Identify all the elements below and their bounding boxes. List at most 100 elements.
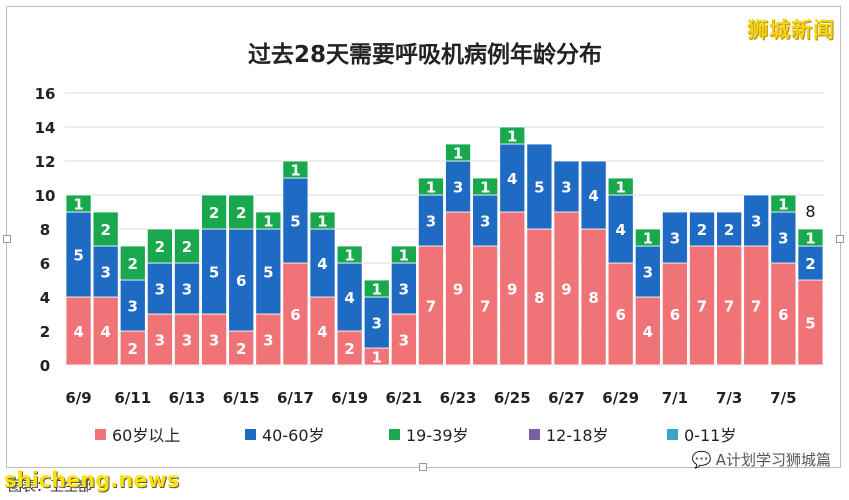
bar-segment — [363, 279, 390, 298]
data-label: 3 — [263, 332, 273, 350]
bar-segment — [526, 228, 553, 366]
bar-segment — [92, 245, 119, 298]
bar-segment — [553, 211, 580, 366]
resize-handle-left[interactable] — [3, 235, 11, 243]
data-label: 6 — [615, 306, 625, 324]
bar-segment — [445, 143, 472, 162]
data-label: 2 — [128, 255, 138, 273]
data-label: 2 — [100, 221, 110, 239]
data-label: 1 — [317, 213, 327, 231]
data-label: 7 — [751, 298, 761, 316]
total-annotation: 8 — [805, 202, 815, 221]
legend-label: 0-11岁 — [684, 426, 736, 445]
x-tick-label: 6/19 — [331, 389, 368, 407]
chat-icon: 💬 — [691, 450, 712, 469]
x-tick-label: 6/21 — [385, 389, 422, 407]
data-label: 4 — [317, 323, 327, 341]
bar-segment — [797, 245, 824, 281]
bar-segment — [201, 228, 228, 315]
data-label: 5 — [805, 315, 815, 333]
bar-segment — [770, 262, 797, 366]
data-label: 1 — [426, 179, 436, 197]
bar-segment — [661, 262, 688, 366]
legend-swatch — [95, 429, 106, 440]
bar-segment — [472, 177, 499, 196]
resize-handle-bottom[interactable] — [419, 463, 427, 471]
data-label: 1 — [399, 247, 409, 265]
bar-segment — [228, 194, 255, 230]
bar-segment — [390, 245, 417, 264]
data-label: 6 — [236, 272, 246, 290]
watermark-bottom-left: shicheng.news — [4, 468, 180, 492]
bar-segment — [255, 211, 282, 230]
data-label: 1 — [643, 230, 653, 248]
data-label: 1 — [480, 179, 490, 197]
y-tick-label: 4 — [40, 289, 50, 307]
data-label: 7 — [697, 298, 707, 316]
bar-segment — [634, 228, 661, 247]
data-label: 4 — [344, 289, 354, 307]
bar-segment — [526, 143, 553, 230]
y-tick-label: 10 — [35, 187, 56, 205]
resize-handle-right[interactable] — [836, 235, 844, 243]
data-label: 2 — [236, 204, 246, 222]
bar-segment — [363, 296, 390, 349]
y-tick-label: 0 — [40, 357, 50, 375]
legend-swatch — [529, 429, 540, 440]
bar-segment — [770, 194, 797, 213]
y-tick-label: 16 — [35, 85, 56, 103]
bar-segment — [309, 211, 336, 230]
bar-segment — [255, 313, 282, 366]
bar-segment — [770, 211, 797, 264]
data-label: 3 — [209, 332, 219, 350]
bar-segment — [119, 330, 146, 366]
data-label: 3 — [399, 332, 409, 350]
data-label: 4 — [588, 187, 598, 205]
bar-segment — [255, 228, 282, 315]
data-label: 2 — [128, 340, 138, 358]
bar-segment — [499, 211, 526, 366]
x-tick-label: 6/15 — [223, 389, 260, 407]
x-tick-label: 6/27 — [548, 389, 585, 407]
bar-segment — [336, 245, 363, 264]
x-tick-label: 7/5 — [770, 389, 796, 407]
bar-segment — [119, 245, 146, 281]
bar-segment — [146, 313, 173, 366]
legend-label: 19-39岁 — [406, 426, 469, 445]
bar-segment — [607, 262, 634, 366]
data-label: 2 — [182, 238, 192, 256]
bar-segment — [716, 211, 743, 247]
x-axis-tick-labels: 6/9 6/11 6/13 6/15 6/17 6/19 6/21 6/23 6/25 6/27 6… — [65, 389, 796, 407]
data-label: 4 — [507, 170, 517, 188]
data-label: 2 — [724, 221, 734, 239]
data-label: 5 — [534, 179, 544, 197]
watermark-bottom-right: 💬 A计划学习狮城篇 — [692, 449, 831, 470]
x-tick-label: 6/9 — [65, 389, 91, 407]
data-label: 3 — [426, 213, 436, 231]
x-tick-label: 6/25 — [494, 389, 531, 407]
bar-segment — [689, 211, 715, 247]
bar-segment — [336, 262, 363, 332]
data-label: 1 — [507, 128, 517, 146]
data-label: 3 — [155, 281, 165, 299]
data-label: 4 — [73, 323, 83, 341]
bar-segment — [65, 194, 92, 213]
bar-segment — [607, 194, 634, 264]
legend-swatch — [389, 429, 400, 440]
bar-segment — [797, 279, 824, 366]
data-label: 3 — [751, 213, 761, 231]
bar-segment — [146, 228, 173, 264]
bar-segment — [146, 262, 173, 315]
x-tick-label: 6/23 — [440, 389, 477, 407]
bar-segment — [228, 228, 255, 332]
bar-segment — [743, 194, 770, 247]
bar-segment — [174, 313, 200, 366]
data-label: 1 — [453, 145, 463, 163]
bar-segment — [390, 313, 417, 366]
data-label: 1 — [372, 281, 382, 299]
bar-segment — [390, 262, 417, 315]
bar-segment — [580, 160, 607, 230]
legend: 60岁以上 40-60岁 19-39岁 12-18岁 0-11岁 — [95, 426, 736, 445]
bar-segment — [472, 194, 499, 247]
